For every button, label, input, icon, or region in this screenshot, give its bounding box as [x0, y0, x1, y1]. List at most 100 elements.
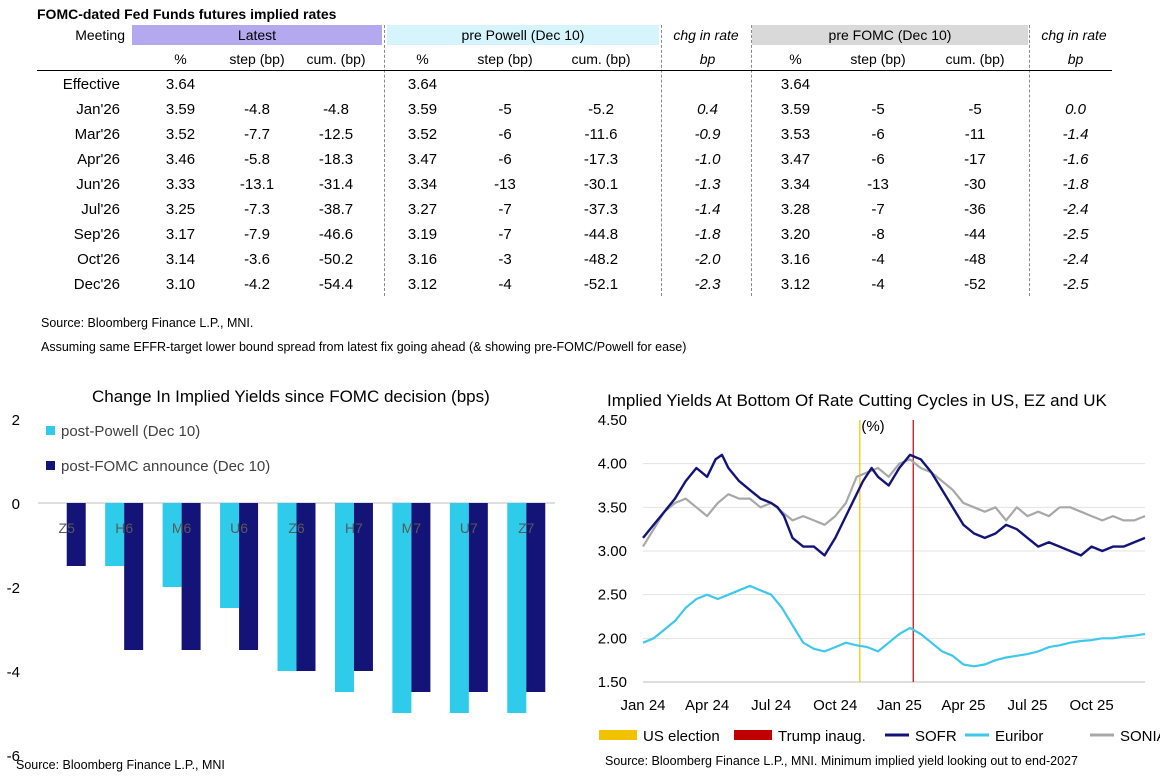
table-cell: -44 [964, 226, 986, 243]
table-cell: -6 [871, 151, 885, 168]
legend-swatch [46, 461, 55, 470]
chg-rate-header-2: chg in rate [1041, 27, 1107, 43]
table-cell: 0.0 [1065, 101, 1086, 118]
meeting-label: Apr'26 [77, 151, 120, 168]
table-cell: -5 [498, 101, 512, 118]
table-title: FOMC-dated Fed Funds futures implied rat… [37, 6, 337, 22]
x-tick-label: Z7 [518, 520, 535, 536]
table-cell: -48 [964, 251, 986, 268]
table-cell: -1.3 [694, 176, 721, 193]
subheader-cell: bp [699, 51, 716, 67]
table-cell: -11.6 [584, 126, 618, 143]
table-cell: -30 [964, 176, 986, 193]
meeting-header: Meeting [75, 27, 125, 43]
table-cell: -6 [498, 151, 512, 168]
post-fomc-bar [66, 503, 86, 566]
table-cell: -0.9 [694, 126, 721, 143]
post-fomc-bar [526, 503, 546, 692]
line-chart-title: Implied Yields At Bottom Of Rate Cutting… [607, 391, 1107, 410]
y-tick-label: 2.50 [598, 587, 627, 604]
y-tick-label: 2 [12, 412, 20, 429]
table-cell: -46.6 [318, 226, 354, 243]
table-cell: 3.64 [407, 76, 438, 93]
post-powell-bar [277, 503, 297, 671]
table-cell: 3.10 [165, 276, 196, 293]
bar-chart-marks: Z5 H6 M6 U6 Z6 H7 M7 U7 Z7 [59, 503, 546, 713]
bar-chart-title: Change In Implied Yields since FOMC deci… [92, 387, 490, 406]
legend-label: post-Powell (Dec 10) [61, 423, 200, 440]
subheader-cell: bp [1067, 51, 1084, 67]
table-cell: 3.46 [165, 151, 196, 168]
subheader-cell: cum. (bp) [571, 51, 631, 67]
table-cell: -2.0 [694, 251, 721, 268]
table-cell: -3 [498, 251, 512, 268]
table-cell: -1.8 [694, 226, 721, 243]
table-cell: -38.7 [318, 201, 354, 218]
table-cell: -7 [498, 226, 512, 243]
y-tick-label: -6 [7, 748, 20, 765]
meeting-label: Mar'26 [74, 126, 120, 143]
table-cell: -2.5 [1062, 276, 1089, 293]
table-cell: -4 [871, 276, 885, 293]
x-tick-label: Jul 25 [1007, 697, 1047, 714]
table-cell: -11 [964, 126, 986, 143]
line-chart-marks [642, 420, 1146, 682]
y-tick-label: 2.00 [598, 630, 627, 647]
table-cell: 3.28 [780, 201, 811, 218]
table-cell: -44.8 [583, 226, 619, 243]
table-cell: 3.47 [780, 151, 811, 168]
meeting-label: Sep'26 [73, 226, 120, 243]
post-fomc-bar [124, 503, 144, 650]
table-cell: 3.27 [407, 201, 438, 218]
divider [1029, 25, 1030, 296]
post-fomc-bar [353, 503, 373, 671]
subheader-cell: cum. (bp) [306, 51, 366, 67]
table-cell: -52 [964, 276, 986, 293]
subheader-cell: step (bp) [229, 51, 285, 67]
x-tick-label: H7 [345, 520, 363, 536]
table-cell: -2.5 [1062, 226, 1089, 243]
legend-label: Euribor [995, 728, 1043, 745]
legend-label: post-FOMC announce (Dec 10) [61, 458, 270, 475]
divider [751, 25, 752, 296]
table-cell: 3.12 [407, 276, 438, 293]
x-tick-label: Apr 24 [685, 697, 729, 714]
x-tick-label: H6 [115, 520, 133, 536]
subheader-cell: % [416, 51, 429, 67]
table-cell: -1.8 [1062, 176, 1089, 193]
post-powell-bar [105, 503, 125, 566]
chg-rate-header-1: chg in rate [673, 27, 739, 43]
y-tick-label: 0 [12, 496, 20, 513]
x-tick-label: U6 [230, 520, 248, 536]
subheader-cell: cum. (bp) [945, 51, 1005, 67]
y-tick-label: 3.50 [598, 499, 627, 516]
y-tick-label: -4 [7, 664, 20, 681]
subheader-cell: % [174, 51, 187, 67]
subheader-cell: step (bp) [477, 51, 533, 67]
table-cell: 3.25 [165, 201, 196, 218]
latest-header: Latest [132, 25, 382, 45]
header-rule [37, 70, 1112, 71]
bar-chart: 2 0 -2 -4 -6 Z5 H6 M6 U6 Z6 H7 M7 U7 Z7 post-Powell … [7, 412, 555, 765]
subheader-cell: % [789, 51, 802, 67]
table-cell: -12.5 [318, 126, 354, 143]
table-cell: -4 [871, 251, 885, 268]
table-cell: 0.4 [697, 101, 718, 118]
table-cell: -4.8 [323, 101, 349, 118]
table-cell: -13.1 [239, 176, 275, 193]
table-cell: -4.2 [244, 276, 270, 293]
unit-label: (%) [861, 418, 884, 435]
y-tick-label: 3.00 [598, 543, 627, 560]
table-cell: -7.7 [244, 126, 270, 143]
table-cell: 3.20 [780, 226, 811, 243]
post-powell-bar [334, 503, 354, 692]
table-cell: 3.52 [165, 126, 196, 143]
post-fomc-bar [296, 503, 316, 671]
table-cell: -54.4 [318, 276, 354, 293]
table-cell: -7.3 [244, 201, 270, 218]
table-cell: -18.3 [318, 151, 354, 168]
table-cell: -6 [498, 126, 512, 143]
table-cell: -4 [498, 276, 512, 293]
table-cell: -8 [871, 226, 885, 243]
table-cell: -2.4 [1062, 251, 1089, 268]
